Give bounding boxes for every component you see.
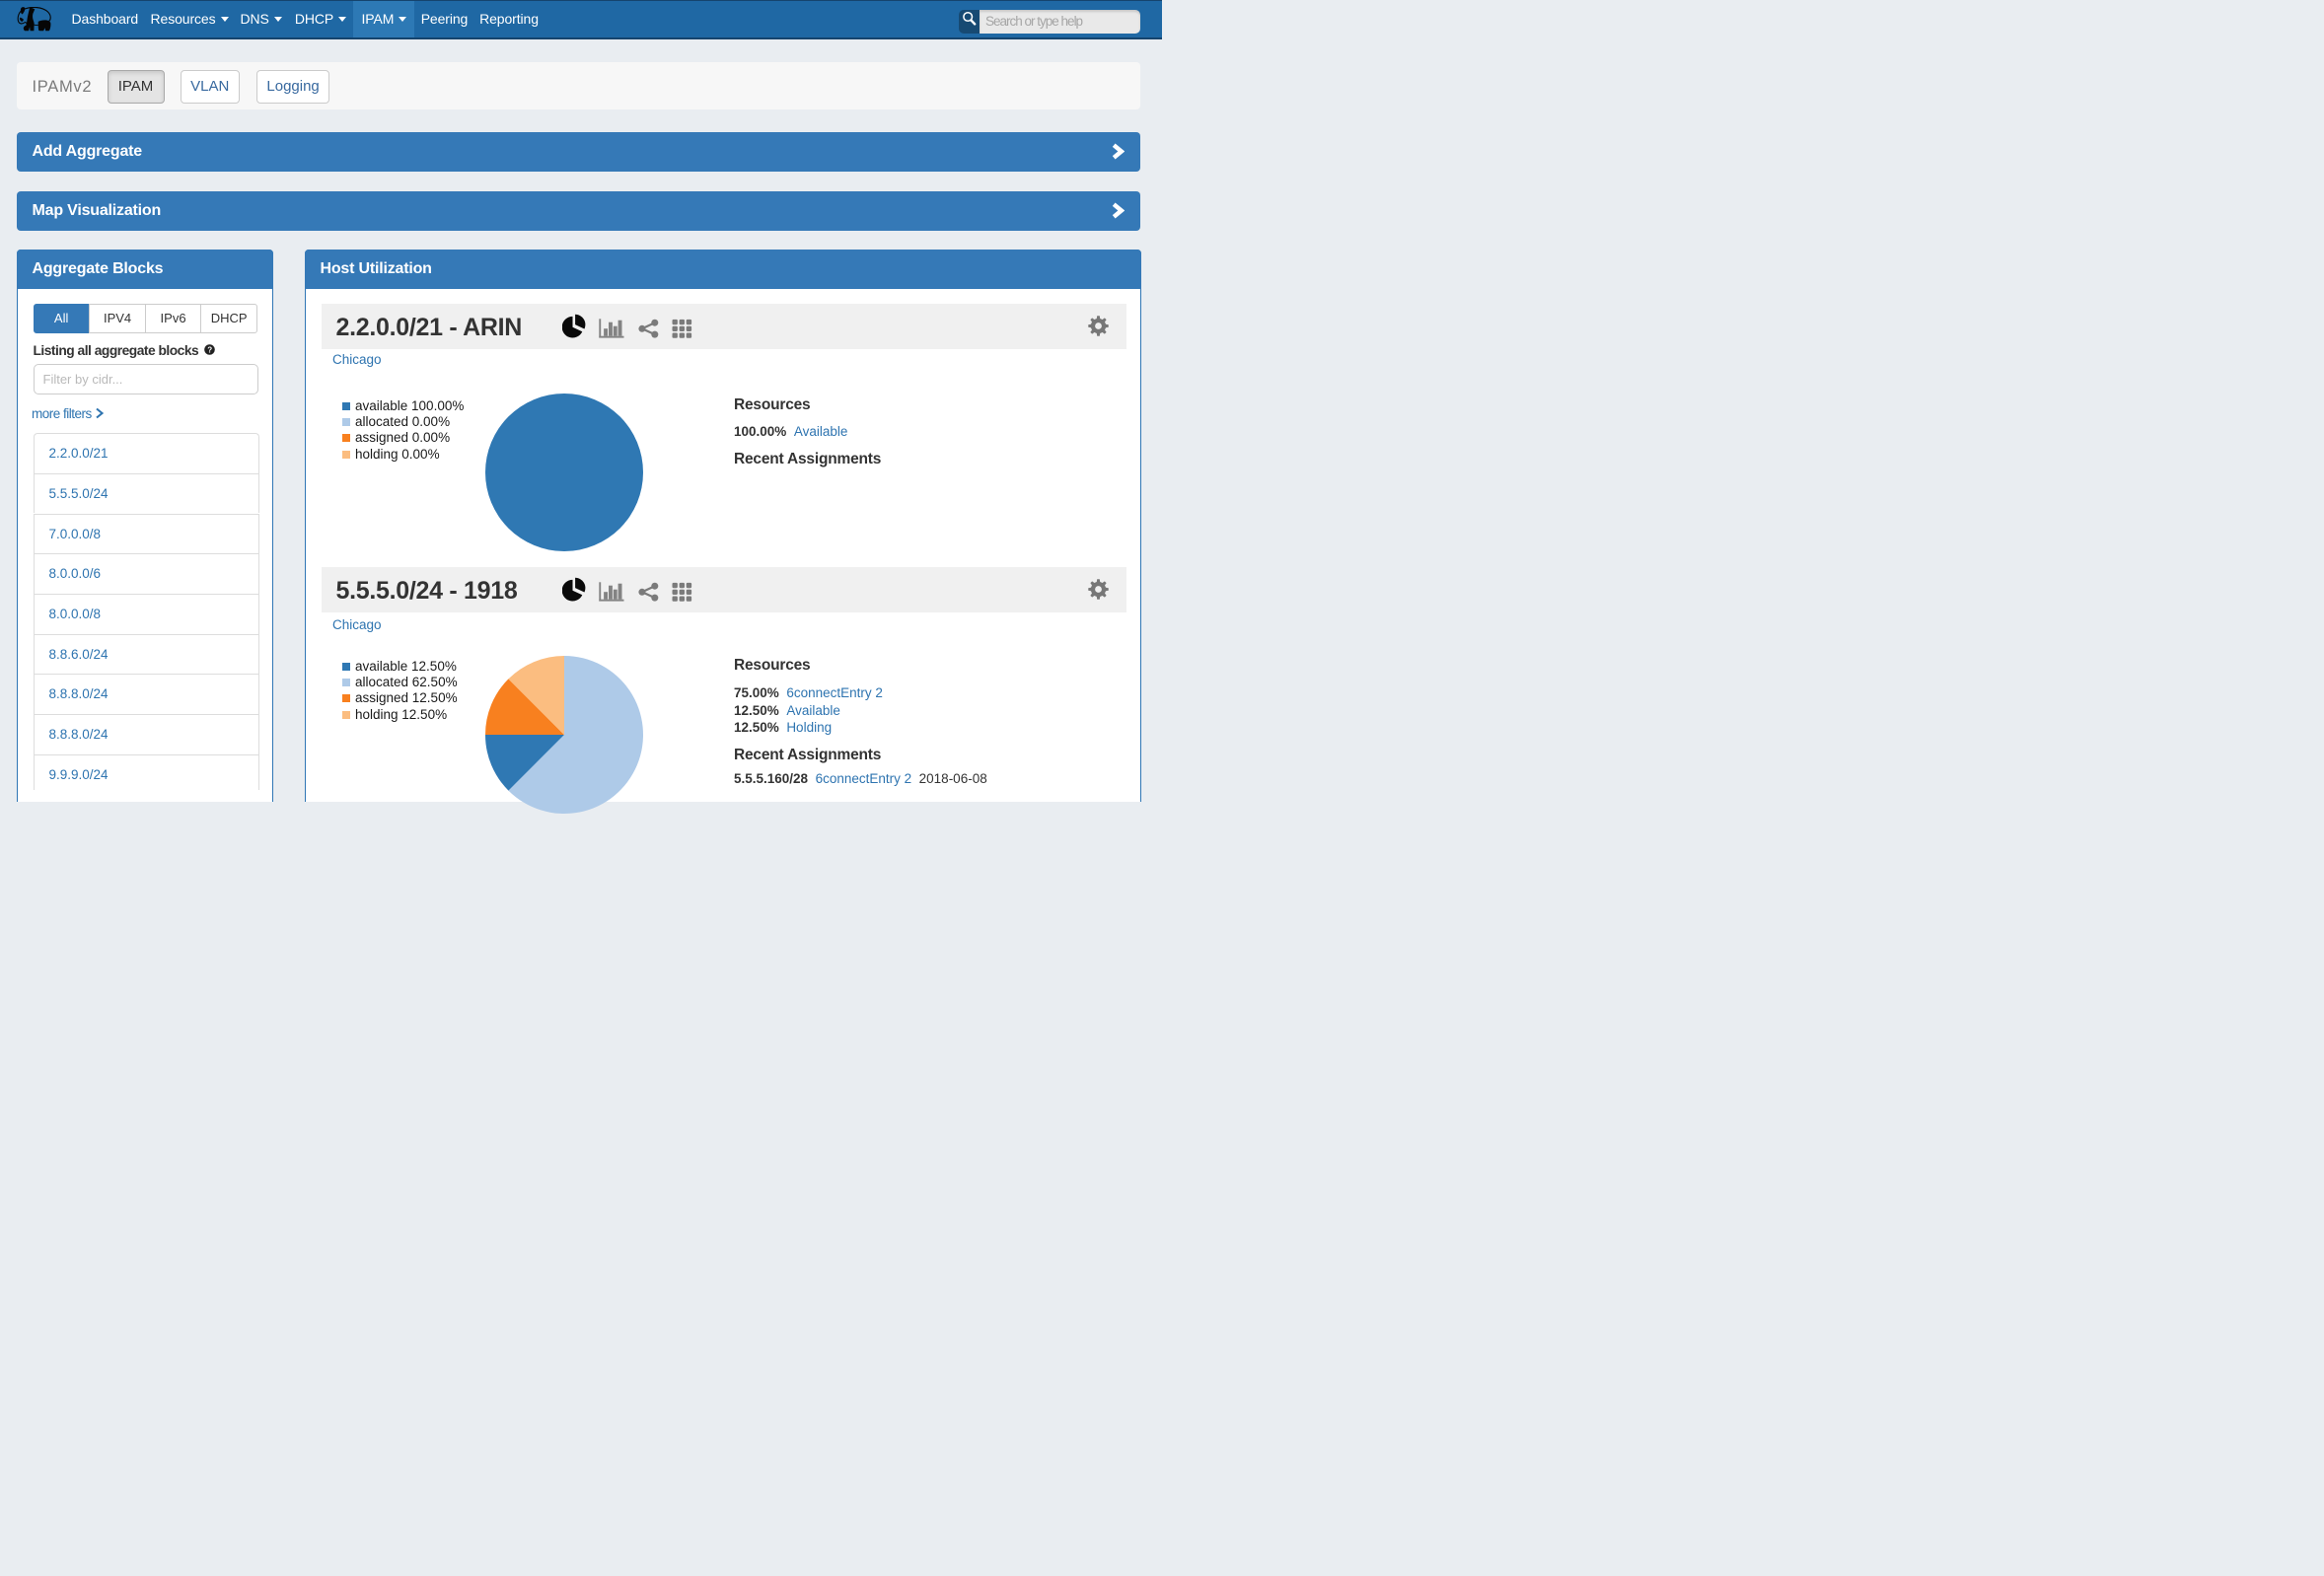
svg-text:?: ? bbox=[207, 345, 212, 354]
